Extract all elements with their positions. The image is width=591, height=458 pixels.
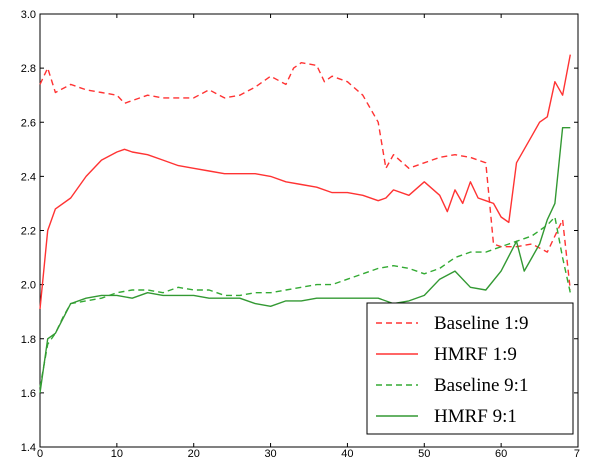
x-tick-label: 40	[341, 448, 353, 458]
axis-ticks: 1.4 1.6 1.8 2.0 2.2 2.4 2.6 2.8 3.0 0 10 20 30 40 50 60…	[21, 9, 580, 458]
y-tick-label: 1.4	[21, 442, 36, 454]
x-tick-label: 30	[264, 448, 276, 458]
x-tick-label: 7	[574, 448, 580, 458]
series-line-3	[39, 216, 571, 388]
y-tick-label: 2.2	[21, 226, 36, 238]
y-tick-label: 3.0	[21, 9, 36, 21]
legend: Baseline 1:9 HMRF 1:9 Baseline 9:1 HMRF 9:1	[366, 302, 574, 435]
x-tick-label: 20	[188, 448, 200, 458]
y-tick-label: 2.0	[21, 280, 36, 292]
x-tick-label: 0	[37, 448, 43, 458]
x-tick-label: 50	[418, 448, 430, 458]
y-tick-label: 1.6	[21, 388, 36, 400]
legend-label-4: HMRF 9:1	[434, 406, 517, 427]
series-lines	[39, 54, 571, 393]
legend-label-2: HMRF 1:9	[434, 344, 517, 365]
y-tick-label: 2.6	[21, 117, 36, 129]
x-tick-label: 60	[495, 448, 507, 458]
series-line-1	[39, 62, 571, 291]
y-tick-label: 2.4	[21, 171, 36, 183]
series-line-2	[39, 54, 571, 310]
x-tick-label: 10	[111, 448, 123, 458]
legend-label-1: Baseline 1:9	[434, 313, 528, 334]
y-tick-label: 2.8	[21, 63, 36, 75]
legend-label-3: Baseline 9:1	[434, 375, 528, 396]
legend-box	[366, 302, 574, 435]
y-tick-label: 1.8	[21, 334, 36, 346]
series-line-4	[39, 126, 571, 393]
